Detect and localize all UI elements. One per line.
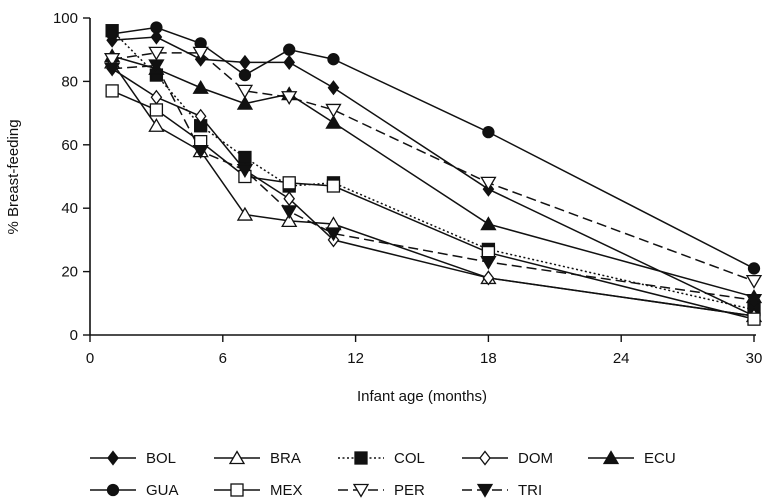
legend-label-mex: MEX xyxy=(270,482,303,499)
legend-item-col: COL xyxy=(338,450,425,467)
point-dom xyxy=(283,191,296,207)
legend-label-tri: TRI xyxy=(518,482,542,499)
point-mex xyxy=(747,312,761,326)
legend-item-per: PER xyxy=(338,482,425,499)
legend-label-per: PER xyxy=(394,482,425,499)
x-tick-label: 24 xyxy=(613,350,630,367)
legend-label-bra: BRA xyxy=(270,450,301,467)
point-ecu xyxy=(325,114,342,129)
point-per xyxy=(745,274,763,289)
point-per xyxy=(192,46,209,61)
x-axis-title: Infant age (months) xyxy=(357,388,487,405)
y-tick-label: 80 xyxy=(61,73,78,90)
series-line-ecu xyxy=(111,55,755,298)
point-bol xyxy=(239,54,251,70)
point-tri xyxy=(104,62,121,77)
legend-item-bol: BOL xyxy=(90,450,176,467)
series-line-bol xyxy=(112,36,755,317)
point-per xyxy=(236,84,254,99)
point-bol xyxy=(327,80,340,96)
point-per xyxy=(104,53,121,68)
point-gua xyxy=(105,27,119,40)
legend-label-bol: BOL xyxy=(146,450,176,467)
y-tick-label: 0 xyxy=(70,327,78,344)
point-per xyxy=(148,46,165,61)
point-tri xyxy=(745,293,763,308)
point-gua xyxy=(327,53,340,66)
series-markers xyxy=(104,21,763,326)
x-tick-label: 0 xyxy=(86,350,94,367)
series-lines xyxy=(111,26,755,320)
legend-marker-col xyxy=(354,451,368,465)
point-per xyxy=(480,176,497,191)
legend-item-dom: DOM xyxy=(462,450,553,467)
legend-marker-dom xyxy=(479,450,491,466)
point-dom xyxy=(482,270,495,286)
y-axis-title: % Breast-feeding xyxy=(5,119,22,234)
y-tick-label: 100 xyxy=(53,10,78,27)
point-gua xyxy=(482,125,495,139)
point-tri xyxy=(148,59,165,74)
point-gua xyxy=(238,68,252,82)
legend-marker-ecu xyxy=(602,450,620,465)
x-tick-label: 30 xyxy=(746,350,763,367)
legend-label-col: COL xyxy=(394,450,425,467)
legend-marker-gua xyxy=(106,483,120,497)
series-line-tri xyxy=(112,64,755,301)
point-bra xyxy=(236,206,254,221)
x-tick-label: 12 xyxy=(347,350,364,367)
point-gua xyxy=(747,262,761,275)
y-tick-label: 60 xyxy=(61,137,78,154)
legend: BOL BRA COL DOM ECU GUA MEX PER TRI xyxy=(90,450,676,499)
point-tri xyxy=(281,205,298,220)
point-dom xyxy=(194,108,207,124)
legend-item-ecu: ECU xyxy=(588,450,676,467)
point-ecu xyxy=(480,216,497,231)
series-line-dom xyxy=(111,68,755,317)
legend-item-mex: MEX xyxy=(214,482,303,499)
point-per xyxy=(281,91,298,106)
series-line-col xyxy=(111,30,755,311)
legend-label-dom: DOM xyxy=(518,450,553,467)
legend-marker-mex xyxy=(230,483,244,497)
legend-marker-bra xyxy=(228,450,246,465)
point-bol xyxy=(283,54,296,70)
series-line-per xyxy=(112,52,755,282)
point-mex xyxy=(326,179,341,193)
legend-label-ecu: ECU xyxy=(644,450,676,467)
point-mex xyxy=(282,176,296,190)
point-ecu xyxy=(236,95,254,110)
x-tick-label: 18 xyxy=(480,350,497,367)
y-tick-label: 40 xyxy=(61,200,78,217)
point-dom xyxy=(150,89,163,105)
series-line-gua xyxy=(112,26,755,270)
legend-marker-per xyxy=(352,483,370,498)
legend-item-tri: TRI xyxy=(462,482,542,499)
point-bra xyxy=(148,117,165,132)
point-tri xyxy=(192,144,209,159)
axes: 0 20 40 60 80 100 0 6 12 18 24 30 xyxy=(53,10,762,367)
point-bol xyxy=(150,29,163,45)
point-mex xyxy=(105,84,119,98)
legend-marker-bol xyxy=(107,450,119,466)
legend-label-gua: GUA xyxy=(146,482,179,499)
point-gua xyxy=(283,43,296,56)
point-col xyxy=(238,150,252,165)
point-mex xyxy=(149,103,164,117)
point-tri xyxy=(325,227,342,242)
point-tri xyxy=(236,164,254,178)
legend-marker-tri xyxy=(476,483,494,498)
point-tri xyxy=(480,255,497,270)
point-per xyxy=(325,103,342,118)
y-tick-label: 20 xyxy=(61,264,78,281)
point-ecu xyxy=(192,79,209,94)
x-tick-label: 6 xyxy=(219,350,227,367)
legend-item-bra: BRA xyxy=(214,450,301,467)
point-gua xyxy=(150,21,163,34)
point-bra xyxy=(281,213,298,228)
series-line-bra xyxy=(111,61,755,317)
legend-item-gua: GUA xyxy=(90,482,179,499)
series-line-mex xyxy=(111,90,755,320)
